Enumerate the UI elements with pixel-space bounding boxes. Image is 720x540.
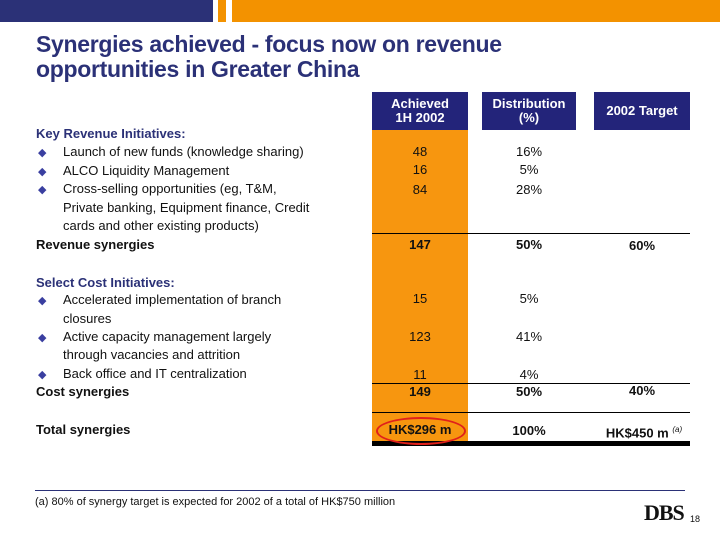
page-number: 18 [690,514,701,524]
diamond-bullet-icon: ◆ [38,295,47,307]
highlight-ellipse [376,417,466,445]
achieved-column-highlight [372,130,468,441]
revenue-total-label: Revenue synergies [36,237,155,252]
header-achieved: Achieved 1H 2002 [372,92,468,130]
dist-value: 4% [519,367,539,382]
header-distribution: Distribution (%) [482,92,576,130]
diamond-bullet-icon: ◆ [38,369,47,381]
dist-value: 28% [515,182,543,197]
achieved-value: 84 [412,182,428,197]
achieved-value: 16 [412,162,428,177]
target-grand-total: HK$450 m (a) [594,421,694,442]
dist-value: 16% [515,144,543,159]
footnote-divider [35,490,685,491]
title-line: Synergies achieved - focus now on revenu… [36,31,502,57]
dist-total: 50% [515,384,543,399]
divider [372,233,690,234]
dist-value: 41% [515,329,543,344]
list-item-cont: Private banking, Equipment finance, Cred… [63,200,310,215]
dist-value: 5% [519,162,539,177]
header-text: 2002 Target [606,103,678,118]
achieved-total: 149 [409,384,431,399]
footnote-ref: (a) [672,425,683,434]
list-item: Launch of new funds (knowledge sharing) [63,144,304,159]
dist-value: 5% [519,291,539,306]
achieved-value: 15 [412,291,428,306]
dbs-logo: DBS [644,500,685,525]
diamond-bullet-icon: ◆ [38,147,47,159]
header-text: Distribution [492,96,566,111]
list-item: Active capacity management largely [63,329,272,344]
list-item-cont: through vacancies and attrition [63,347,241,362]
divider [372,383,690,384]
achieved-total: 147 [409,237,431,252]
header-text: (%) [518,110,540,125]
target-total: 40% [628,383,656,398]
header-text: Achieved [391,96,449,111]
achieved-value: 11 [413,367,427,382]
page-title: Synergies achieved - focus now on revenu… [36,32,502,82]
cost-total-label: Cost synergies [36,384,130,399]
achieved-value: 123 [409,329,431,344]
dist-total: 50% [515,237,543,252]
list-item: Accelerated implementation of branch [63,292,282,307]
footnote: (a) 80% of synergy target is expected fo… [35,496,396,508]
table-bottom-rule [372,441,690,446]
diamond-bullet-icon: ◆ [38,166,47,178]
dist-grand-total: 100% [512,423,546,438]
title-line: opportunities in Greater China [36,56,360,82]
total-label: Total synergies [36,422,131,437]
target-value: HK$450 m [605,425,669,441]
divider [372,412,690,413]
cost-heading: Select Cost Initiatives: [36,275,175,290]
list-item: ALCO Liquidity Management [63,163,230,178]
diamond-bullet-icon: ◆ [38,184,47,196]
achieved-grand-total: HK$296 m [388,422,452,437]
top-bar-strip [218,0,226,22]
list-item: Back office and IT centralization [63,366,247,381]
diamond-bullet-icon: ◆ [38,332,47,344]
achieved-value: 48 [412,144,428,159]
list-item: Cross-selling opportunities (eg, T&M, [63,181,277,196]
list-item-cont: cards and other existing products) [63,218,259,233]
top-bar-orange [232,0,720,22]
revenue-heading: Key Revenue Initiatives: [36,126,186,141]
header-text: 1H 2002 [395,110,445,125]
header-target: 2002 Target [594,92,690,130]
top-bar-navy [0,0,213,22]
target-total: 60% [628,238,656,253]
list-item-cont: closures [63,311,112,326]
